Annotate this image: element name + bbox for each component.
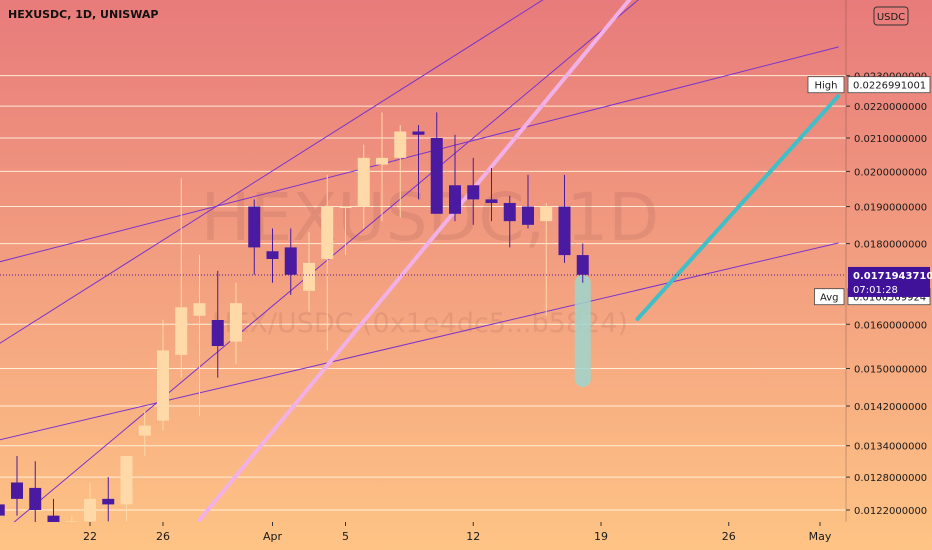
candle-down	[449, 185, 461, 214]
watermark-pair: HEX/USDC (0x1e4dc5...b5824)	[212, 308, 628, 339]
watermark-symbol: HEXUSDC, 1D	[201, 179, 659, 256]
y-tick-label: 0.0150000000	[854, 364, 927, 375]
candle-down	[47, 515, 60, 522]
x-tick-label: 19	[594, 530, 608, 543]
candle-down	[503, 202, 516, 222]
candle-up	[157, 350, 169, 421]
x-tick-label: Apr	[263, 530, 283, 543]
candle-down	[558, 206, 571, 256]
candle-down	[102, 498, 115, 505]
y-tick-label: 0.0180000000	[854, 240, 927, 251]
y-tick-label: 0.0200000000	[854, 167, 927, 178]
last-price-tag: 0.0171943710 07:01:28	[848, 266, 932, 297]
candle-down	[266, 251, 279, 259]
candle-down	[29, 487, 42, 510]
candle-down	[576, 255, 589, 275]
y-tick-label: 0.0220000000	[854, 102, 927, 113]
x-axis-ticks: 22 26 Apr 5 12 19 26 May	[83, 522, 832, 543]
countdown: 07:01:28	[853, 285, 898, 296]
projection-shade	[574, 274, 591, 387]
last-price-value: 0.0171943710	[853, 271, 932, 282]
horizontal-lines	[0, 75, 846, 511]
candle-down	[0, 504, 5, 516]
chart-title: HEXUSDC, 1D, UNISWAP	[8, 8, 158, 21]
candle-up	[84, 498, 96, 522]
trend-line	[13, 0, 639, 522]
high-tag-label: High	[815, 81, 838, 92]
candle-down	[485, 199, 498, 203]
y-tick-label: 0.0122000000	[854, 506, 927, 517]
y-tick-label: 0.0160000000	[854, 320, 927, 331]
candle-down	[248, 206, 261, 248]
candle-down	[211, 319, 224, 347]
candle-up	[339, 206, 352, 209]
x-tick-label: 26	[156, 530, 170, 543]
candle-down	[467, 185, 480, 200]
x-tick-label: May	[809, 530, 832, 543]
candle-up	[120, 456, 133, 505]
candle-up	[193, 303, 206, 316]
cyan-trend-line	[635, 94, 841, 321]
candles	[0, 112, 589, 522]
avg-tag-value: 0.0166569924	[853, 293, 926, 304]
candle-up	[321, 206, 334, 259]
candle-up	[303, 262, 315, 291]
candle-up	[230, 303, 242, 342]
x-tick-label: 12	[466, 530, 480, 543]
candle-up	[394, 131, 407, 158]
y-tick-label: 0.0142000000	[854, 402, 927, 413]
candle-up	[65, 521, 78, 522]
y-tick-label: 0.0128000000	[854, 473, 927, 484]
candle-down	[412, 131, 425, 135]
trend-line	[0, 0, 544, 344]
candle-down	[522, 206, 534, 225]
high-tag: High 0.0226991001	[807, 76, 931, 94]
currency-badge[interactable]: USDC	[873, 6, 909, 26]
x-tick-label: 5	[342, 530, 349, 543]
drawings	[0, 0, 841, 522]
y-tick-label: 0.0210000000	[854, 134, 927, 145]
avg-tag-label: Avg	[820, 293, 839, 304]
candle-down	[284, 247, 297, 275]
candle-up	[357, 157, 370, 207]
candle-up	[175, 307, 188, 355]
currency-badge-label: USDC	[877, 12, 905, 23]
candle-down	[11, 482, 23, 499]
high-tag-value: 0.0226991001	[853, 81, 926, 92]
candle-down	[430, 138, 443, 214]
y-tick-label: 0.0134000000	[854, 442, 927, 453]
x-tick-label: 22	[83, 530, 97, 543]
x-tick-label: 26	[722, 530, 736, 543]
y-tick-label: 0.0190000000	[854, 203, 927, 214]
candle-up	[540, 206, 553, 222]
candle-up	[138, 425, 151, 436]
pink-trend-line	[197, 0, 632, 522]
trend-line	[0, 242, 839, 441]
candle-up	[376, 157, 388, 165]
